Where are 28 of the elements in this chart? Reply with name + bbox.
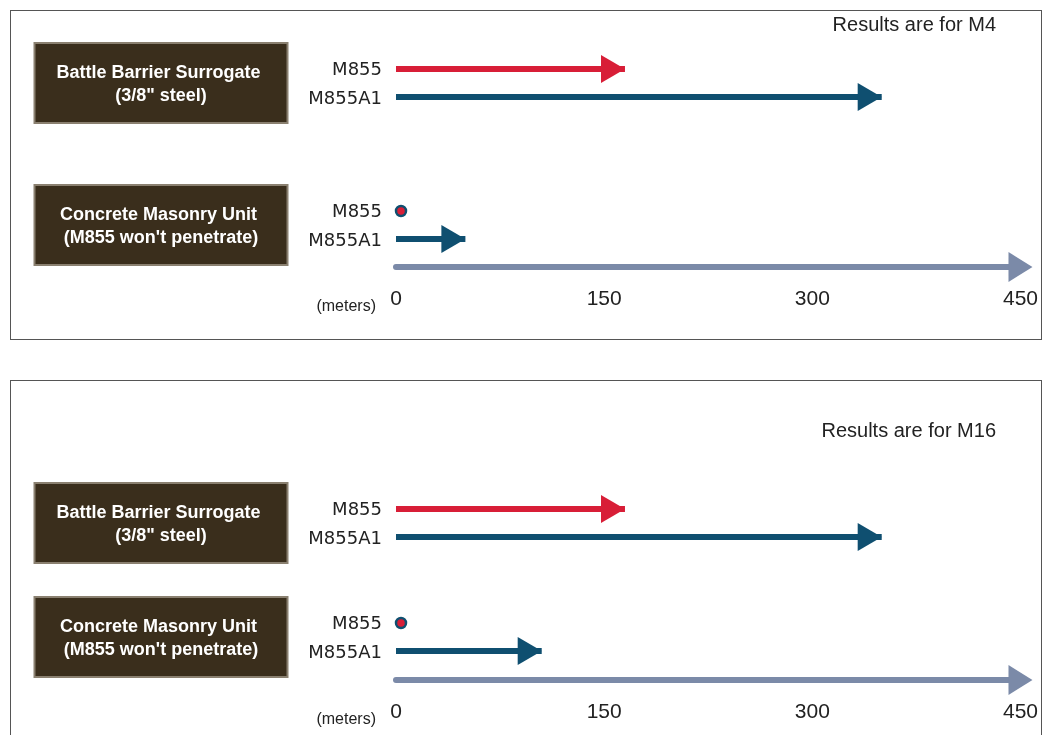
text: M855 (332, 498, 382, 520)
legend-label: M855 (332, 200, 382, 222)
legend-label: M855 (332, 612, 382, 634)
x-tick-label: 0 (390, 286, 402, 309)
y-tick-label: Battle Barrier Surrogate (3/8" steel) (56, 61, 266, 105)
x-tick-label: 300 (794, 699, 830, 722)
x-tick-label: 150 (586, 699, 622, 722)
x-tick-label: 150 (586, 286, 622, 309)
text: M855A1 (308, 640, 382, 662)
chart-subtitle: Results are for M16 (821, 419, 996, 441)
x-axis-title: (meters) (316, 709, 376, 727)
x-tick-label: 450 (1002, 699, 1038, 722)
text: M855A1 (308, 228, 382, 250)
chart-subtitle: Results are for M4 (832, 13, 996, 35)
x-tick-label: 0 (390, 699, 402, 722)
y-tick-label: Concrete Masonry Unit (M855 won't penetrate) (59, 615, 263, 659)
x-tick-label: 450 (1002, 286, 1038, 309)
series-label: M855A1 (308, 86, 382, 108)
y-tick-label: Battle Barrier Surrogate (3/8" steel) (56, 501, 266, 545)
text: M855 (332, 58, 382, 80)
x-axis-title: (meters) (316, 296, 376, 314)
bar (396, 505, 625, 512)
bar (396, 534, 882, 541)
series-label: M855A1 (308, 526, 382, 548)
y-tick-label: Concrete Masonry Unit (M855 won't penetrate) (59, 203, 263, 247)
bar (396, 65, 625, 72)
x-tick-label: 300 (794, 286, 830, 309)
bar (396, 94, 882, 101)
